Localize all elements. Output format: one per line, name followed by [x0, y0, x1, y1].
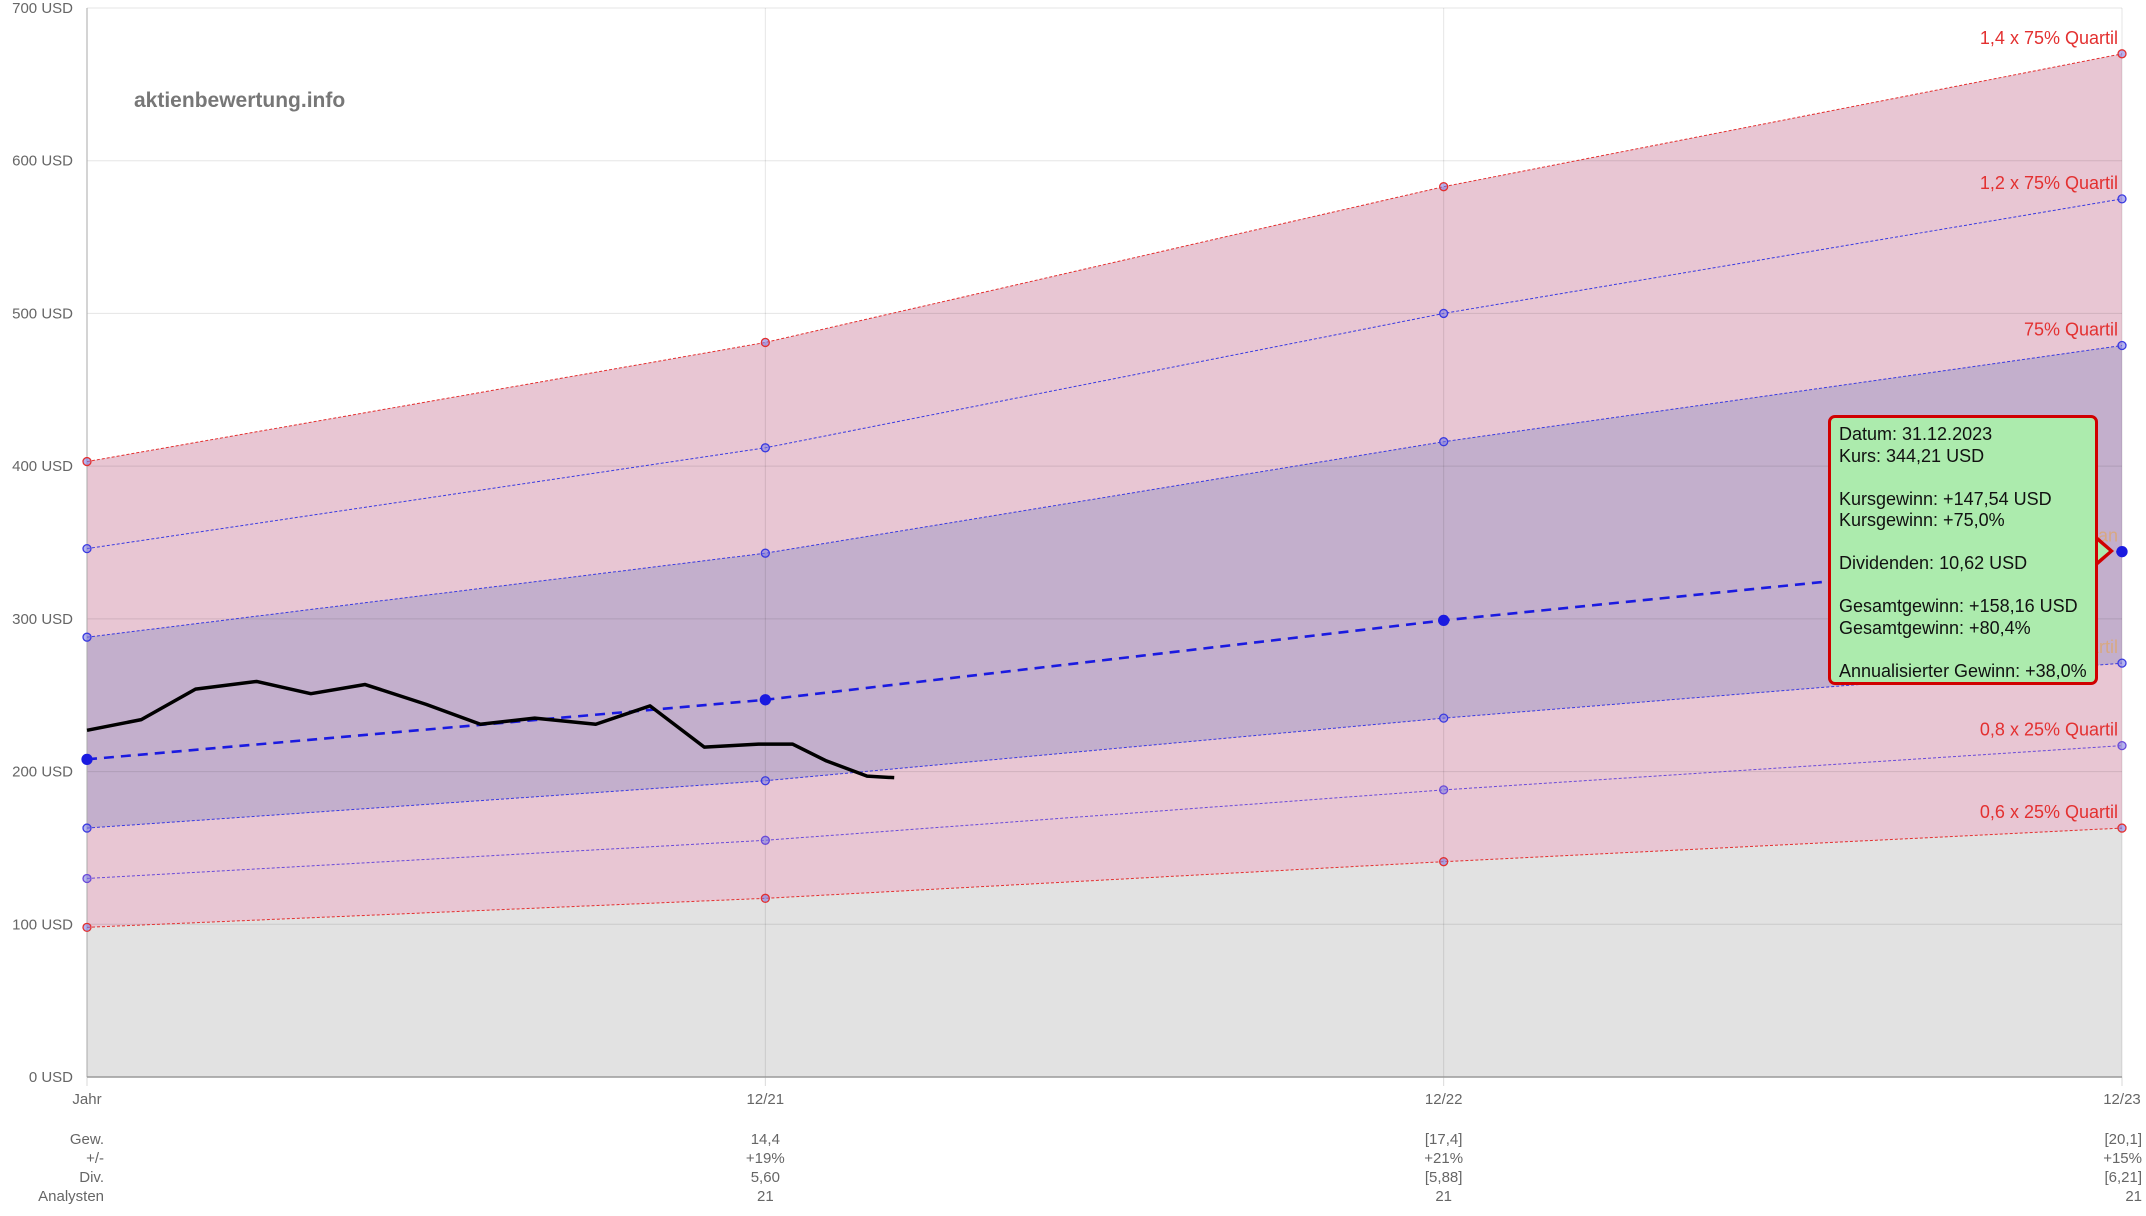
table-cell: +15% — [2103, 1150, 2142, 1167]
x-tick-label: 12/21 — [747, 1091, 785, 1108]
x-tick-label: 12/22 — [1425, 1091, 1463, 1108]
band-point — [82, 543, 92, 554]
table-cell: [17,4] — [1425, 1131, 1463, 1148]
tooltip-line: Gesamtgewinn: +80,4% — [1839, 617, 2031, 638]
band-point — [1439, 182, 1449, 192]
y-tick-label: 200 USD — [12, 764, 73, 781]
band-point — [1439, 713, 1449, 723]
band-point — [1439, 437, 1449, 447]
band-point — [2117, 823, 2127, 833]
band-point — [1439, 308, 1449, 319]
band-point — [2117, 194, 2127, 204]
tooltip-line: Kursgewinn: +147,54 USD — [1839, 488, 2052, 509]
band-point — [1439, 857, 1449, 867]
band-label: 0,8 x 25% Quartil — [1980, 720, 2118, 740]
band-point — [2117, 658, 2127, 668]
band-point — [2117, 740, 2127, 751]
band-point — [760, 835, 770, 845]
y-tick-label: 400 USD — [12, 458, 73, 475]
y-tick-label: 700 USD — [12, 0, 73, 17]
tooltip-spacer — [1839, 467, 2087, 489]
table-cell: [20,1] — [2104, 1131, 2142, 1148]
y-tick-label: 100 USD — [12, 916, 73, 933]
band-label: 1,2 x 75% Quartil — [1980, 173, 2118, 193]
x-tick-label: Jahr — [72, 1091, 101, 1108]
table-cell: 5,60 — [751, 1169, 780, 1186]
tooltip-line: Kursgewinn: +75,0% — [1839, 510, 2005, 530]
inner-band-fill — [87, 345, 2122, 829]
band-point — [82, 632, 92, 642]
table-row-label: +/- — [86, 1150, 104, 1167]
y-tick-label: 600 USD — [12, 153, 73, 170]
lower-fill — [87, 828, 2122, 1077]
band-point — [2117, 49, 2127, 59]
band-line — [86, 53, 2123, 463]
tooltip-line: Gesamtgewinn: +158,16 USD — [1839, 596, 2078, 616]
tooltip-line: Datum: 31.12.2023 — [1839, 424, 1993, 444]
band-point — [1438, 614, 1450, 627]
band-line — [86, 550, 2123, 761]
band-point — [759, 694, 771, 706]
y-tick-label: 300 USD — [12, 611, 73, 628]
table-cell: [5,88] — [1425, 1169, 1463, 1186]
band-line — [86, 345, 2123, 638]
tooltip-line: Dividenden: 10,62 USD — [1839, 553, 2028, 573]
band-point — [760, 337, 770, 348]
watermark: aktienbewertung.info — [134, 89, 345, 112]
tooltip-spacer — [1839, 575, 2087, 597]
table-cell: 21 — [2125, 1188, 2142, 1205]
band-point — [760, 776, 770, 786]
band-point — [82, 823, 92, 833]
table-cell: 14,4 — [751, 1131, 780, 1148]
band-point — [760, 548, 770, 558]
tooltip-arrow-inner — [2096, 540, 2109, 562]
axes: 0 USD 100 USD 200 USD 300 USD 400 USD 500 USD… — [12, 0, 2141, 1108]
tooltip: Datum: 31.12.2023 Kurs: 344,21 USD Kursgew… — [1828, 415, 2098, 685]
band-lines — [81, 49, 2128, 932]
band-point — [81, 753, 93, 766]
band-fills — [87, 53, 2122, 1077]
table-cell: +19% — [746, 1150, 785, 1167]
table-cell: +21% — [1424, 1150, 1463, 1167]
tooltip-spacer — [1839, 532, 2087, 554]
band-line — [86, 198, 2123, 550]
price-line — [86, 679, 895, 780]
band-point — [2117, 340, 2127, 351]
y-tick-label: 500 USD — [12, 305, 73, 322]
table-row-label: Analysten — [38, 1188, 104, 1205]
band-point — [82, 873, 92, 884]
x-tick-label: 12/23 — [2103, 1091, 2141, 1108]
stats-table: Gew. +/- Div. Analysten 14,4 +19% 5,60 21 [17,4]… — [38, 1131, 2142, 1205]
band-point — [760, 443, 770, 453]
band-point — [1439, 785, 1449, 795]
table-row-label: Gew. — [70, 1131, 104, 1148]
table-row-label: Div. — [79, 1169, 104, 1186]
band-label: 0,6 x 25% Quartil — [1980, 802, 2118, 822]
price-series-line — [86, 679, 895, 780]
band-point — [2116, 546, 2128, 558]
band-line — [86, 827, 2123, 928]
tooltip-line: Kurs: 344,21 USD — [1839, 445, 1985, 466]
band-point — [82, 922, 92, 932]
table-cell: [6,21] — [2104, 1169, 2142, 1186]
tooltip-line: Annualisierter Gewinn: +38,0% — [1839, 660, 2087, 681]
band-line — [86, 662, 2123, 829]
y-tick-label: 0 USD — [29, 1069, 73, 1086]
band-point — [760, 893, 770, 903]
band-point — [82, 456, 92, 467]
table-cell: 21 — [1435, 1188, 1452, 1205]
table-cell: 21 — [757, 1188, 774, 1205]
band-label: 1,4 x 75% Quartil — [1980, 28, 2118, 48]
band-label: 75% Quartil — [2024, 319, 2118, 339]
tooltip-spacer — [1839, 639, 2087, 661]
